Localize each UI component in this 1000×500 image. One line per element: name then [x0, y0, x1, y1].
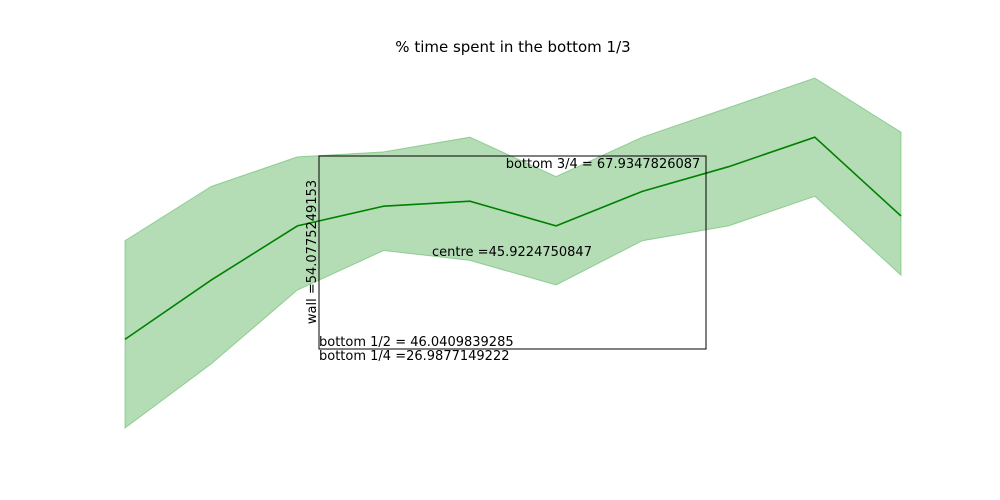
chart-title: % time spent in the bottom 1/3 — [395, 38, 630, 56]
annotation-bottom-quarter: bottom 1/4 =26.9877149222 — [319, 349, 509, 364]
annotation-wall: wall =54.0775249153 — [305, 180, 320, 324]
annotation-bottom-three-quarter: bottom 3/4 = 67.9347826087 — [506, 157, 701, 172]
arena-box — [318, 155, 707, 350]
series-line — [124, 136, 902, 340]
annotation-centre: centre =45.9224750847 — [432, 245, 592, 260]
annotation-bottom-half: bottom 1/2 = 46.0409839285 — [319, 335, 514, 350]
